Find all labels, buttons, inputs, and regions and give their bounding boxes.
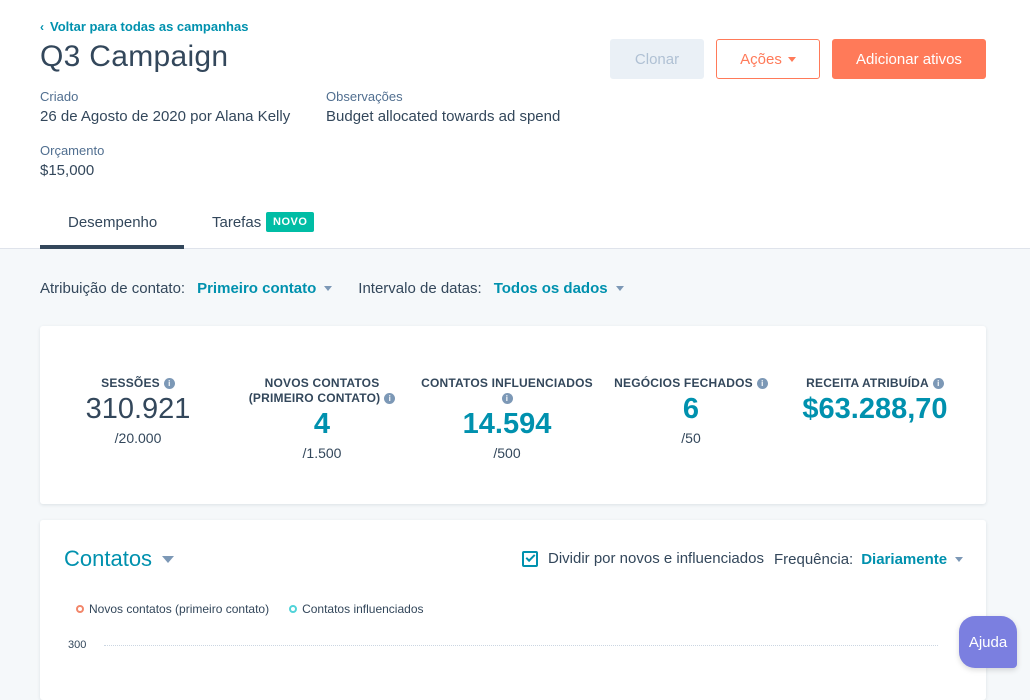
budget-label: Orçamento bbox=[40, 143, 105, 158]
created-label: Criado bbox=[40, 89, 79, 104]
attribution-dropdown[interactable]: Primeiro contato bbox=[197, 280, 333, 297]
caret-down-icon bbox=[615, 286, 624, 291]
frequency-dropdown[interactable]: Diariamente bbox=[861, 551, 964, 568]
split-checkbox[interactable] bbox=[522, 550, 538, 567]
info-icon[interactable]: i bbox=[384, 393, 396, 405]
metric-label-line2: (PRIMEIRO CONTATO) bbox=[248, 391, 381, 405]
caret-down-icon bbox=[955, 557, 964, 562]
split-label: Dividir por novos e influenciados bbox=[548, 550, 764, 567]
metric-value: $63.288,70 bbox=[802, 393, 948, 425]
info-icon[interactable]: i bbox=[932, 378, 944, 390]
y-axis-tick: 300 bbox=[68, 639, 87, 651]
contacts-chart-card: Contatos Dividir por novos e influenciad… bbox=[40, 520, 986, 700]
metrics-card: SESSÕES i 310.921 /20.000 NOVOS CONTATOS … bbox=[40, 326, 986, 504]
info-icon[interactable]: i bbox=[163, 378, 175, 390]
actions-dropdown-button[interactable]: Ações bbox=[716, 39, 820, 79]
legend-label: Novos contatos (primeiro contato) bbox=[89, 602, 270, 616]
metric-goal: /50 bbox=[681, 430, 701, 446]
info-icon[interactable]: i bbox=[756, 378, 768, 390]
metric-label-line1: NOVOS CONTATOS bbox=[264, 376, 380, 390]
clone-button[interactable]: Clonar bbox=[610, 39, 704, 79]
back-link-label: Voltar para todas as campanhas bbox=[50, 19, 249, 34]
grid-line bbox=[104, 645, 938, 646]
created-value: 26 de Agosto de 2020 por Alana Kelly bbox=[40, 108, 291, 125]
chart-metric-dropdown[interactable]: Contatos bbox=[64, 546, 175, 572]
notes-value: Budget allocated towards ad spend bbox=[326, 108, 561, 125]
active-tab-indicator bbox=[40, 245, 184, 249]
caret-down-icon bbox=[162, 555, 175, 563]
frequency-value: Diariamente bbox=[861, 551, 948, 568]
metric-label: RECEITA ATRIBUÍDA bbox=[806, 376, 929, 390]
metric-sessions: SESSÕES i 310.921 /20.000 bbox=[63, 376, 213, 446]
metric-value: 14.594 bbox=[462, 408, 552, 440]
metric-label: NEGÓCIOS FECHADOS bbox=[614, 376, 753, 390]
info-icon[interactable]: i bbox=[501, 393, 513, 405]
actions-label: Ações bbox=[740, 50, 782, 68]
new-badge: NOVO bbox=[266, 212, 315, 232]
metric-label: CONTATOS INFLUENCIADOS bbox=[421, 376, 593, 390]
metric-new-contacts: NOVOS CONTATOS (PRIMEIRO CONTATO) i 4 /1.… bbox=[237, 376, 407, 461]
metric-goal: /20.000 bbox=[114, 430, 162, 446]
metric-label: SESSÕES bbox=[101, 376, 160, 390]
chart-legend: Novos contatos (primeiro contato) Contat… bbox=[76, 602, 424, 616]
legend-item-influenced-contacts[interactable]: Contatos influenciados bbox=[289, 602, 424, 616]
metric-value: 310.921 bbox=[85, 393, 191, 425]
metric-influenced-contacts: CONTATOS INFLUENCIADOS i 14.594 /500 bbox=[420, 376, 594, 461]
tab-tasks[interactable]: Tarefas bbox=[212, 214, 262, 231]
legend-dot-icon bbox=[289, 605, 298, 613]
date-range-value: Todos os dados bbox=[493, 280, 608, 297]
legend-label: Contatos influenciados bbox=[302, 602, 424, 616]
caret-down-icon bbox=[324, 286, 333, 291]
date-range-label: Intervalo de datas: bbox=[358, 280, 482, 297]
metric-attributed-revenue: RECEITA ATRIBUÍDA i $63.288,70 bbox=[788, 376, 962, 426]
metric-value: 6 bbox=[682, 393, 700, 425]
help-button[interactable]: Ajuda bbox=[959, 616, 1017, 668]
metric-goal: /1.500 bbox=[302, 445, 342, 461]
date-range-dropdown[interactable]: Todos os dados bbox=[494, 280, 624, 297]
metric-value: 4 bbox=[313, 408, 331, 440]
metric-goal: /500 bbox=[493, 445, 521, 461]
metric-closed-deals: NEGÓCIOS FECHADOS i 6 /50 bbox=[610, 376, 772, 446]
notes-label: Observações bbox=[326, 89, 403, 104]
page-title: Q3 Campaign bbox=[40, 40, 229, 73]
attribution-value: Primeiro contato bbox=[197, 280, 317, 297]
budget-value: $15,000 bbox=[40, 162, 95, 179]
chevron-left-icon: ‹ bbox=[40, 19, 44, 34]
caret-down-icon bbox=[787, 56, 796, 62]
tab-performance[interactable]: Desempenho bbox=[68, 214, 158, 231]
frequency-label: Frequência: bbox=[774, 551, 854, 568]
add-assets-button[interactable]: Adicionar ativos bbox=[832, 39, 986, 79]
campaign-header: ‹ Voltar para todas as campanhas Q3 Camp… bbox=[0, 0, 1030, 249]
check-icon bbox=[525, 552, 535, 563]
legend-item-new-contacts[interactable]: Novos contatos (primeiro contato) bbox=[76, 602, 269, 616]
legend-dot-icon bbox=[76, 605, 84, 613]
chart-title: Contatos bbox=[64, 546, 153, 571]
back-link[interactable]: ‹ Voltar para todas as campanhas bbox=[40, 19, 248, 34]
attribution-label: Atribuição de contato: bbox=[40, 280, 186, 297]
filters-bar: Atribuição de contato: Primeiro contato … bbox=[40, 280, 624, 297]
